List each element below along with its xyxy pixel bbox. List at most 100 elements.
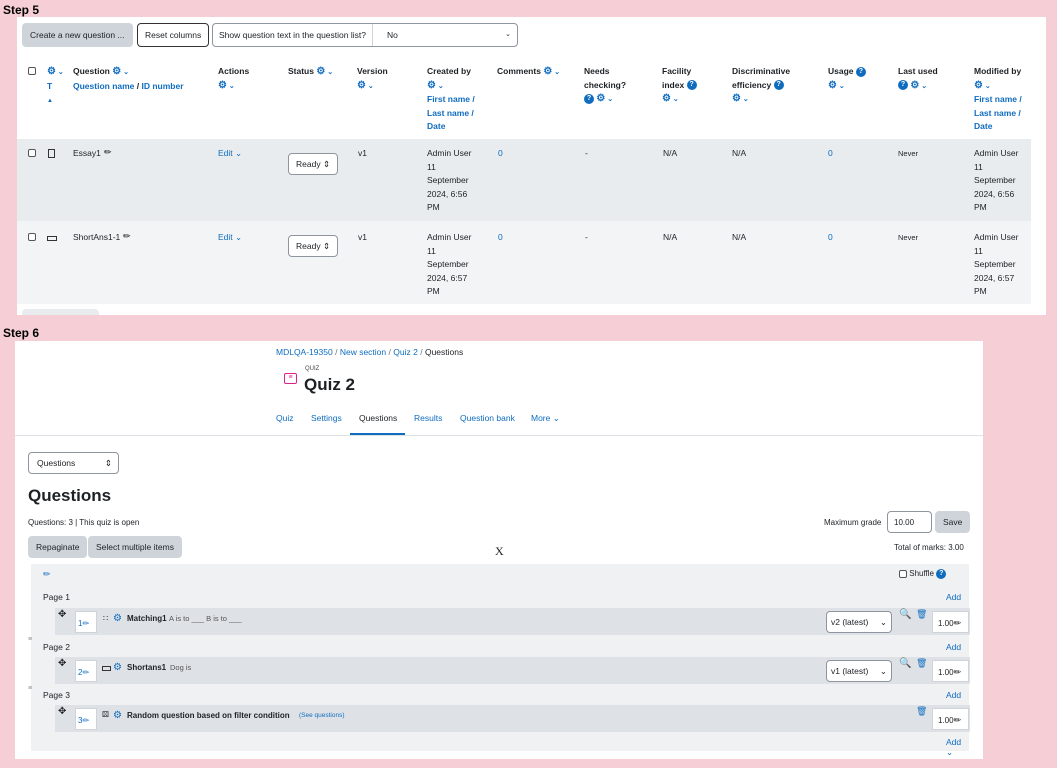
question-text: Dog is bbox=[170, 663, 192, 672]
select-multiple-button[interactable]: Select multiple items bbox=[88, 536, 182, 558]
chevron-down-icon: ⌄ bbox=[836, 82, 845, 90]
preview-magnifier-icon[interactable]: 🔍 bbox=[899, 658, 912, 669]
gear-icon[interactable]: ⚙ bbox=[112, 66, 122, 77]
tab-results[interactable]: Results bbox=[414, 413, 443, 423]
help-icon[interactable]: ? bbox=[855, 66, 866, 77]
created-by-value: Admin User 11 September 2024, 6:56 PM bbox=[427, 148, 472, 212]
gear-icon[interactable]: ⚙ bbox=[113, 662, 122, 673]
sort-modified-date-link[interactable]: Date bbox=[974, 121, 993, 131]
questions-heading: Questions bbox=[28, 486, 112, 505]
question-number-edit[interactable]: 3✏ bbox=[75, 708, 97, 730]
gear-icon[interactable]: ⚙ bbox=[974, 79, 983, 91]
version-select[interactable]: v2 (latest) ⌄ bbox=[826, 611, 892, 633]
gear-icon[interactable]: ⚙ bbox=[113, 710, 122, 721]
max-grade-input[interactable]: 10.00 bbox=[887, 511, 932, 533]
move-handle-icon[interactable]: ✥ bbox=[58, 706, 67, 717]
type-column-header[interactable]: ⚙ ⌄ T ▲ bbox=[47, 65, 64, 109]
max-mark-edit[interactable]: 1.00✏ bbox=[932, 660, 969, 682]
row-checkbox[interactable] bbox=[28, 149, 36, 157]
move-handle-icon[interactable]: ✥ bbox=[58, 609, 67, 620]
comments-link[interactable]: 0 bbox=[498, 232, 503, 242]
usage-link[interactable]: 0 bbox=[828, 148, 833, 158]
preview-magnifier-icon[interactable]: 🔍 bbox=[899, 609, 912, 620]
question-slot: ✥ 1✏ ∷ ⚙ Matching1 A is to ___ B is to _… bbox=[55, 608, 970, 635]
questions-nav-select[interactable]: Questions ⇕ bbox=[28, 452, 119, 474]
help-icon[interactable]: ? bbox=[686, 80, 697, 91]
add-menu-link[interactable]: Add ⌄ bbox=[946, 737, 962, 757]
gear-icon[interactable]: ⚙ bbox=[218, 79, 227, 91]
gear-icon[interactable]: ⚙ bbox=[662, 93, 671, 104]
help-icon[interactable]: ? bbox=[773, 80, 784, 91]
tab-settings[interactable]: Settings bbox=[311, 413, 342, 423]
edit-name-pencil-icon[interactable]: ✏ bbox=[123, 231, 131, 241]
gear-icon[interactable]: ⚙ bbox=[47, 66, 56, 77]
usage-link[interactable]: 0 bbox=[828, 232, 833, 242]
show-question-text-select[interactable]: No bbox=[387, 30, 398, 40]
gear-icon[interactable]: ⚙ bbox=[543, 66, 553, 77]
breadcrumb-course-link[interactable]: MDLQA-19350 bbox=[276, 347, 333, 357]
partial-button[interactable] bbox=[22, 309, 99, 315]
create-question-button[interactable]: Create a new question ... bbox=[22, 23, 133, 47]
sort-created-date-link[interactable]: Date bbox=[427, 121, 446, 131]
edit-menu-link[interactable]: Edit ⌄ bbox=[218, 148, 243, 158]
repaginate-button[interactable]: Repaginate bbox=[28, 536, 88, 558]
edit-menu-link[interactable]: Edit ⌄ bbox=[218, 232, 243, 242]
gear-icon[interactable]: ⚙ bbox=[828, 79, 837, 91]
page-heading: Page 2 bbox=[43, 642, 70, 652]
question-number-edit[interactable]: 2✏ bbox=[75, 660, 97, 682]
gear-icon[interactable]: ⚙ bbox=[910, 79, 920, 91]
select-all-checkbox[interactable] bbox=[28, 67, 36, 75]
shuffle-control: Shuffle ? bbox=[899, 569, 947, 579]
edit-section-pencil-icon[interactable]: ✏ bbox=[43, 569, 51, 579]
sort-modified-lastname-link[interactable]: Last name / bbox=[974, 107, 1021, 118]
sort-modified-firstname-link[interactable]: First name / bbox=[974, 94, 1022, 104]
page-break-icon[interactable]: ≡ bbox=[28, 636, 33, 643]
tab-more[interactable]: More ⌄ bbox=[531, 413, 560, 423]
discriminative-efficiency-column-header: Discriminative efficiency ? ⚙ ⌄ bbox=[732, 65, 790, 107]
tab-quiz[interactable]: Quiz bbox=[276, 413, 294, 423]
add-menu-link[interactable]: Add ⌄ bbox=[946, 592, 962, 612]
breadcrumb-section-link[interactable]: New section bbox=[339, 347, 387, 357]
sort-created-lastname-link[interactable]: Last name / bbox=[427, 107, 474, 118]
see-questions-link[interactable]: (See questions) bbox=[299, 712, 345, 719]
version-select[interactable]: v1 (latest) ⌄ bbox=[826, 660, 892, 682]
gear-icon[interactable]: ⚙ bbox=[113, 613, 122, 624]
gear-icon[interactable]: ⚙ bbox=[357, 79, 366, 91]
help-icon[interactable]: ? bbox=[584, 93, 594, 104]
gear-icon[interactable]: ⚙ bbox=[596, 93, 606, 104]
delete-trash-icon[interactable]: 🗑 bbox=[916, 658, 928, 668]
edit-name-pencil-icon[interactable]: ✏ bbox=[104, 147, 112, 157]
tab-question-bank[interactable]: Question bank bbox=[460, 413, 515, 423]
breadcrumb-quiz-link[interactable]: Quiz 2 bbox=[393, 347, 418, 357]
max-mark-edit[interactable]: 1.00✏ bbox=[932, 611, 969, 633]
tab-questions[interactable]: Questions bbox=[359, 413, 398, 423]
sort-id-number-link[interactable]: ID number bbox=[141, 80, 184, 91]
breadcrumb: MDLQA-19350 / New section / Quiz 2 / Que… bbox=[276, 347, 463, 357]
question-column-header: Question ⚙ ⌄ Question name / ID number bbox=[73, 65, 184, 93]
save-button[interactable]: Save bbox=[935, 511, 971, 533]
gear-icon[interactable]: ⚙ bbox=[732, 93, 741, 104]
comments-column-header: Comments ⚙ ⌄ bbox=[497, 65, 560, 80]
gear-icon[interactable]: ⚙ bbox=[316, 66, 326, 77]
help-icon[interactable]: ? bbox=[936, 569, 947, 579]
help-icon[interactable]: ? bbox=[898, 80, 908, 91]
row-checkbox[interactable] bbox=[28, 233, 36, 241]
sort-created-firstname-link[interactable]: First name / bbox=[427, 94, 475, 104]
status-select[interactable]: Ready ⇕ bbox=[288, 153, 338, 175]
status-select[interactable]: Ready ⇕ bbox=[288, 235, 338, 257]
gear-icon[interactable]: ⚙ bbox=[427, 79, 436, 91]
question-number-edit[interactable]: 1✏ bbox=[75, 611, 97, 633]
shuffle-checkbox[interactable] bbox=[899, 570, 907, 578]
move-handle-icon[interactable]: ✥ bbox=[58, 658, 67, 669]
page-break-icon[interactable]: ≡ bbox=[28, 685, 33, 692]
type-sort-link[interactable]: T bbox=[47, 80, 53, 91]
chevron-down-icon: ⌄ bbox=[226, 82, 235, 90]
tabs-divider bbox=[15, 435, 983, 436]
sort-question-name-link[interactable]: Question name bbox=[73, 80, 135, 91]
delete-trash-icon[interactable]: 🗑 bbox=[916, 706, 928, 716]
question-name: ShortAns1-1 bbox=[73, 232, 121, 242]
comments-link[interactable]: 0 bbox=[498, 148, 503, 158]
delete-trash-icon[interactable]: 🗑 bbox=[916, 609, 928, 619]
reset-columns-button[interactable]: Reset columns bbox=[137, 23, 210, 47]
max-mark-edit[interactable]: 1.00✏ bbox=[932, 708, 969, 730]
